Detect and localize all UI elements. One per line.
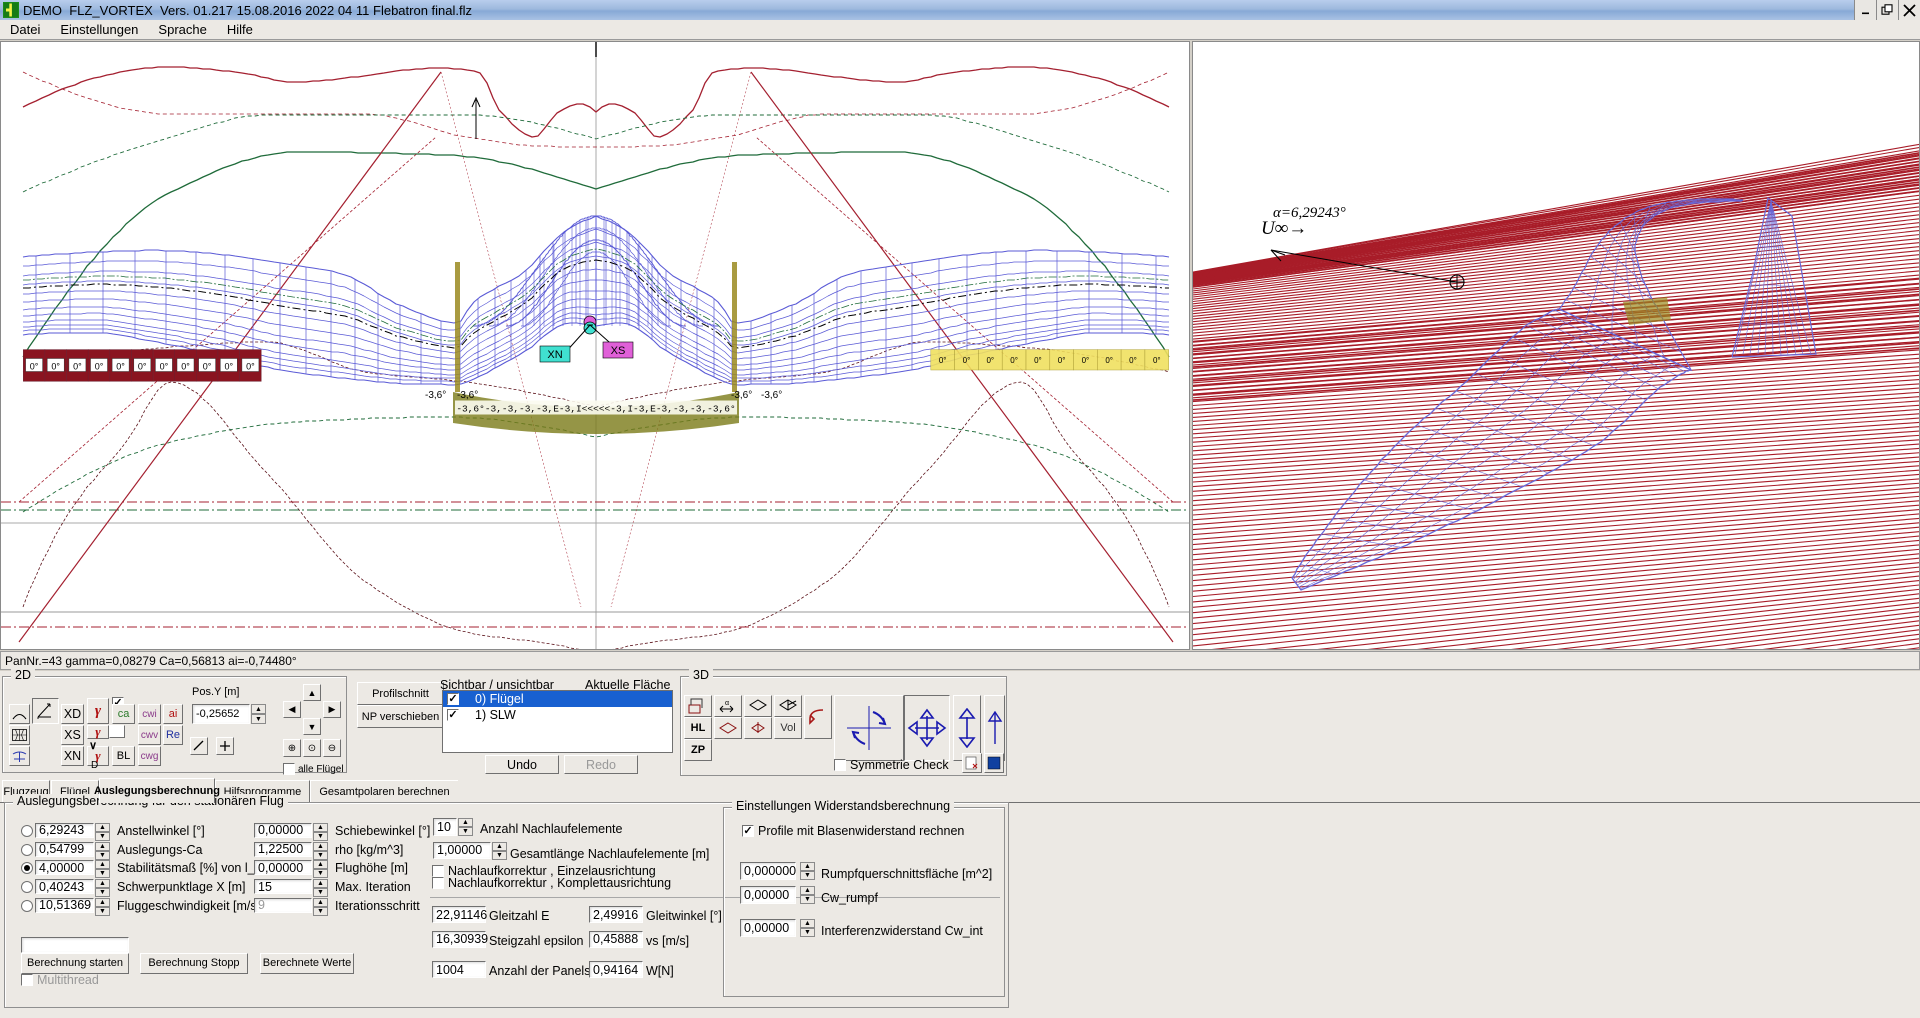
svg-text:-3,6°: -3,6° bbox=[457, 390, 478, 401]
svg-text:0°: 0° bbox=[73, 362, 82, 372]
svg-text:U∞→: U∞→ bbox=[1261, 218, 1307, 239]
svg-text:0°: 0° bbox=[95, 362, 104, 372]
svg-text:0°: 0° bbox=[160, 362, 169, 372]
svg-text:0°: 0° bbox=[224, 362, 233, 372]
svg-text:0°: 0° bbox=[939, 356, 947, 365]
svg-text:0°: 0° bbox=[1082, 356, 1090, 365]
svg-text:0°: 0° bbox=[203, 362, 212, 372]
svg-text:0°: 0° bbox=[1129, 356, 1137, 365]
svg-text:0°: 0° bbox=[30, 362, 39, 372]
svg-text:α=6,29243°: α=6,29243° bbox=[1273, 205, 1346, 221]
svg-text:-3,6°: -3,6° bbox=[425, 390, 446, 401]
svg-text:α: α bbox=[725, 700, 729, 707]
svg-text:0°: 0° bbox=[116, 362, 125, 372]
svg-text:XN: XN bbox=[547, 349, 562, 361]
svg-text:0°: 0° bbox=[246, 362, 255, 372]
svg-text:XS: XS bbox=[611, 345, 626, 357]
svg-text:0°: 0° bbox=[1034, 356, 1042, 365]
svg-text:0°: 0° bbox=[1058, 356, 1066, 365]
svg-text:-3,6°: -3,6° bbox=[731, 390, 752, 401]
svg-text:0°: 0° bbox=[1010, 356, 1018, 365]
svg-text:0°: 0° bbox=[986, 356, 994, 365]
svg-text:0°: 0° bbox=[138, 362, 147, 372]
svg-text:0°: 0° bbox=[1153, 356, 1161, 365]
svg-text:0°: 0° bbox=[1105, 356, 1113, 365]
svg-text:-3,6°-3,-3,-3,-3,E-3,I<<<<<-3,: -3,6°-3,-3,-3,-3,E-3,I<<<<<-3,I-3,E-3,-3… bbox=[456, 404, 735, 415]
svg-text:0°: 0° bbox=[51, 362, 60, 372]
svg-text:-3,6°: -3,6° bbox=[761, 390, 782, 401]
svg-text:0°: 0° bbox=[181, 362, 190, 372]
svg-text:0°: 0° bbox=[963, 356, 971, 365]
